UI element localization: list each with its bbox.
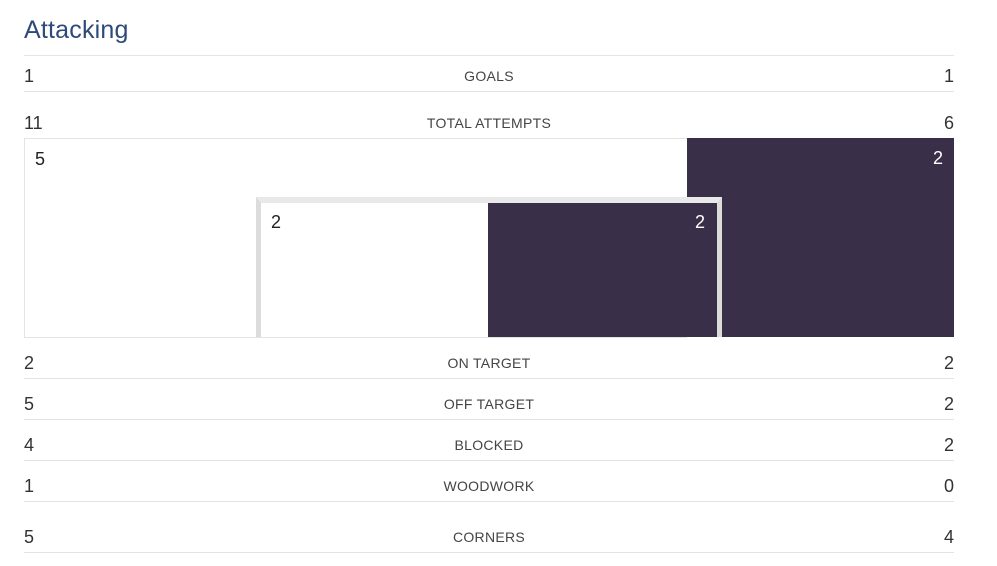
- goals-label: GOALS: [464, 68, 514, 84]
- stat-row-goals: 1 GOALS 1: [24, 63, 954, 92]
- on-target-label: ON TARGET: [447, 355, 531, 371]
- total-attempts-home-value: 11: [24, 113, 43, 133]
- goals-home-value: 1: [24, 66, 35, 86]
- blocked-home-value: 4: [24, 435, 35, 455]
- stat-row-blocked: 4 BLOCKED 2: [24, 432, 954, 461]
- on-target-away-value: 2: [943, 353, 954, 373]
- on-target-home-value: 2: [24, 353, 35, 373]
- blocked-label: BLOCKED: [454, 437, 524, 453]
- corners-away-value: 4: [943, 527, 954, 547]
- stat-row-total-attempts: 11 TOTAL ATTEMPTS 6: [24, 110, 954, 138]
- total-attempts-label: TOTAL ATTEMPTS: [426, 115, 552, 131]
- outside-box-home-value: 5: [35, 149, 46, 169]
- woodwork-away-value: 0: [943, 476, 954, 496]
- corners-home-value: 5: [24, 527, 35, 547]
- stat-row-on-target: 2 ON TARGET 2: [24, 350, 954, 379]
- corners-label: CORNERS: [452, 529, 526, 545]
- inside-box-home-area: 2: [261, 203, 488, 337]
- stat-row-woodwork: 1 WOODWORK 0: [24, 473, 954, 502]
- inside-box-away-value: 2: [694, 212, 705, 232]
- off-target-label: OFF TARGET: [443, 396, 535, 412]
- woodwork-label: WOODWORK: [443, 478, 535, 494]
- woodwork-home-value: 1: [24, 476, 35, 496]
- stat-row-off-target: 5 OFF TARGET 2: [24, 391, 954, 420]
- attempts-goal-visual: 5 2 2 2: [24, 138, 954, 338]
- outside-box-away-value: 2: [932, 148, 943, 168]
- off-target-away-value: 2: [943, 394, 954, 414]
- stat-row-corners: 5 CORNERS 4: [24, 524, 954, 553]
- goals-away-value: 1: [943, 66, 954, 86]
- off-target-home-value: 5: [24, 394, 35, 414]
- inside-box-away-area: 2: [488, 203, 717, 337]
- inside-box-home-value: 2: [271, 212, 282, 232]
- blocked-away-value: 2: [943, 435, 954, 455]
- section-divider: [24, 55, 954, 56]
- total-attempts-away-value: 6: [943, 113, 954, 133]
- section-title: Attacking: [24, 16, 129, 44]
- outside-box-away-area: 2: [687, 138, 954, 337]
- inside-goal-area: 2 2: [261, 203, 717, 337]
